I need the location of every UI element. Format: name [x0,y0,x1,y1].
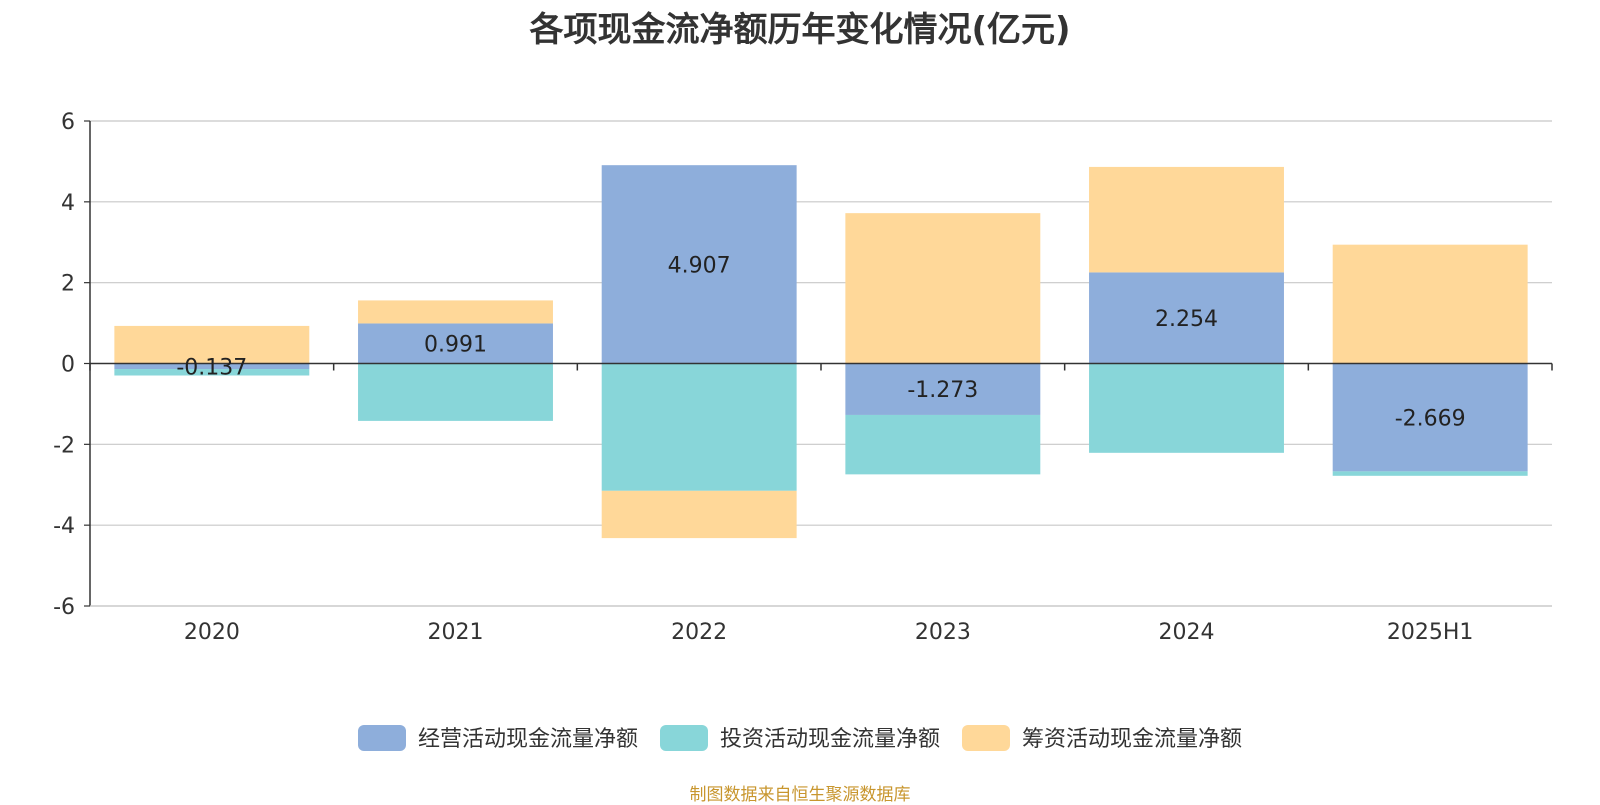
legend-label-3[interactable]: 筹资活动现金流量净额 [1022,727,1242,752]
axes: -6 -4 -2 0 2 4 6 2020 2021 2022 2023 2024 2025H1 [53,110,1553,645]
bar-1-2022[interactable] [601,165,797,364]
bar-3-2020[interactable] [114,325,310,364]
y-tick-label: 2 [61,272,75,297]
bar-2-2020[interactable] [114,369,310,376]
bar-1-2020[interactable] [114,363,310,370]
bar-2-2021[interactable] [358,363,553,421]
y-tick-label: -6 [53,595,75,620]
data-label: 0.991 [424,332,487,357]
source-note: 制图数据来自恒生聚源数据库 [689,785,911,805]
x-tick-label: 2022 [671,620,727,645]
data-label: 2.254 [1155,307,1218,332]
y-tick-label: -2 [53,433,75,458]
data-label: -1.273 [907,378,978,403]
legend-swatch-2[interactable] [660,725,708,751]
data-label: -2.669 [1395,406,1466,431]
data-label: 4.907 [668,253,731,278]
legend[interactable]: 经营活动现金流量净额 投资活动现金流量净额 筹资活动现金流量净额 [358,725,1242,752]
bar-2-2022[interactable] [601,363,797,491]
x-tick-label: 2021 [428,620,484,645]
y-tick-label: -4 [53,514,75,539]
bar-2-2023[interactable] [845,414,1041,475]
bar-1-2023[interactable] [845,363,1041,415]
data-label: -0.137 [176,355,247,380]
data-labels: -0.137 0.991 4.907 -1.273 2.254 -2.669 [176,253,1465,431]
chart-title: 各项现金流净额历年变化情况(亿元) [529,10,1071,50]
bar-2-2024[interactable] [1089,363,1284,453]
bars [114,165,1528,539]
y-tick-label: 6 [61,110,75,135]
x-tick-label: 2023 [915,620,971,645]
bar-3-2021[interactable] [358,300,553,324]
bar-1-2025H1[interactable] [1332,363,1528,472]
bar-1-2024[interactable] [1089,272,1284,364]
y-tick-label: 4 [61,191,75,216]
x-tick-label: 2025H1 [1387,620,1474,645]
bar-3-2023[interactable] [845,213,1041,364]
bar-3-2024[interactable] [1089,166,1284,273]
legend-swatch-1[interactable] [358,725,406,751]
bar-1-2021[interactable] [358,323,553,364]
y-tick-label: 0 [61,353,75,378]
x-tick-label: 2020 [184,620,240,645]
bar-3-2022[interactable] [601,490,797,539]
bar-2-2025H1[interactable] [1332,471,1528,476]
legend-swatch-3[interactable] [962,725,1010,751]
legend-label-1[interactable]: 经营活动现金流量净额 [418,727,638,752]
x-tick-label: 2024 [1159,620,1215,645]
bar-3-2025H1[interactable] [1332,244,1528,364]
legend-label-2[interactable]: 投资活动现金流量净额 [720,727,940,752]
